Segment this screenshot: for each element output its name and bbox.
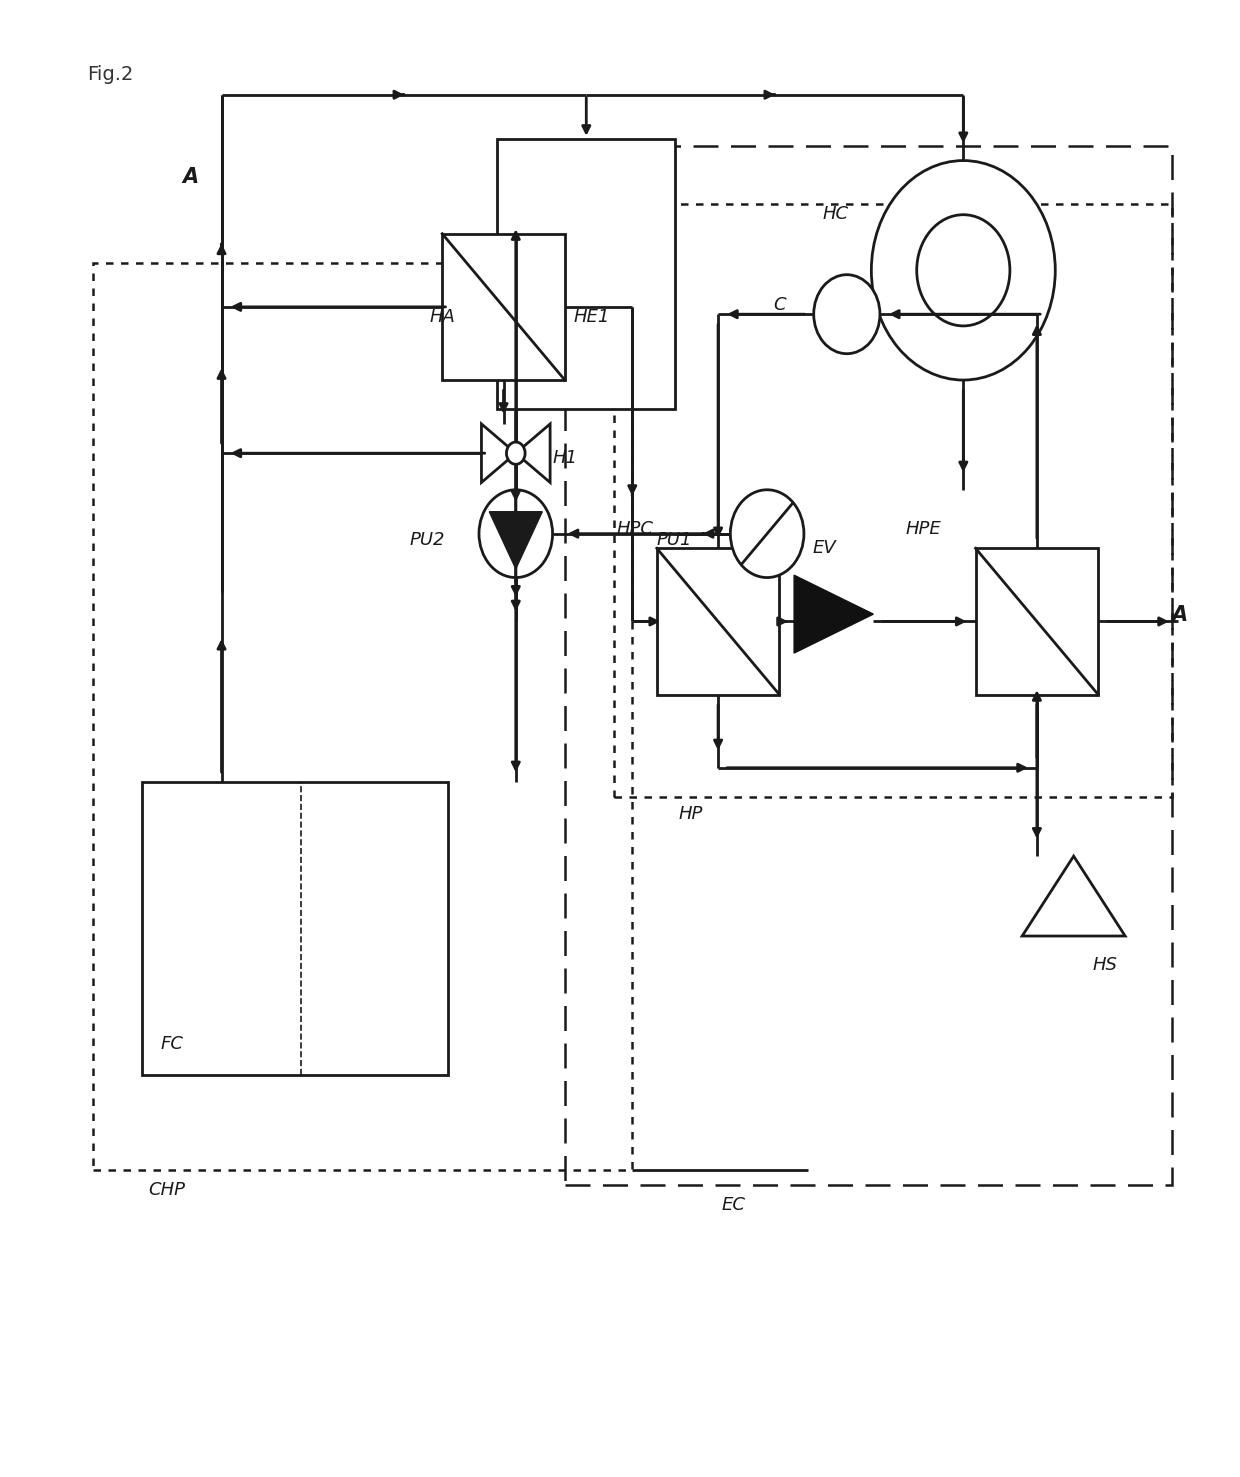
Polygon shape <box>1022 857 1125 936</box>
Text: C: C <box>774 295 786 313</box>
Polygon shape <box>481 424 516 483</box>
Text: HC: HC <box>822 205 848 223</box>
Text: EC: EC <box>722 1195 745 1214</box>
Circle shape <box>916 214 1009 326</box>
Text: HP: HP <box>678 805 703 823</box>
Text: H1: H1 <box>553 449 578 467</box>
Polygon shape <box>794 575 873 653</box>
Circle shape <box>813 275 880 353</box>
Text: PU2: PU2 <box>409 532 445 549</box>
Bar <box>657 548 780 694</box>
Circle shape <box>872 161 1055 380</box>
Text: HA: HA <box>430 307 456 325</box>
Circle shape <box>730 490 804 578</box>
Text: HE1: HE1 <box>573 307 610 325</box>
Bar <box>497 139 675 409</box>
Text: PU1: PU1 <box>657 532 692 549</box>
Circle shape <box>479 490 553 578</box>
Text: HPC: HPC <box>616 520 653 538</box>
Text: Fig.2: Fig.2 <box>87 65 133 84</box>
Text: CHP: CHP <box>148 1182 185 1199</box>
Text: A: A <box>182 167 198 186</box>
Bar <box>976 548 1099 694</box>
Bar <box>141 783 449 1075</box>
Polygon shape <box>490 511 542 569</box>
Text: HPE: HPE <box>905 520 941 538</box>
Bar <box>443 233 565 380</box>
Polygon shape <box>516 424 551 483</box>
Circle shape <box>506 442 525 464</box>
Text: A: A <box>1172 606 1188 625</box>
Text: HS: HS <box>1092 956 1117 973</box>
Text: EV: EV <box>812 539 836 557</box>
Text: FC: FC <box>160 1035 184 1053</box>
